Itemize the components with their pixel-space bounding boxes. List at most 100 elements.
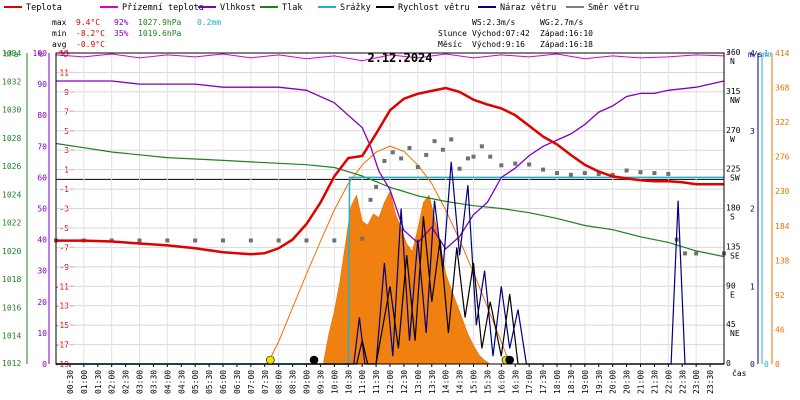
wind-dir-point xyxy=(666,171,671,176)
solar-curve xyxy=(56,145,724,365)
x-tick-label: 21:30 xyxy=(650,370,659,394)
hpa-axis-unit: hPa xyxy=(4,50,19,59)
plot-frame xyxy=(55,52,725,365)
stat-press: 1019.6hPa xyxy=(138,29,182,38)
hpa-axis-tick-label: 1012 xyxy=(2,359,21,368)
x-tick-label: 11:00 xyxy=(358,370,367,394)
wind-dir-point xyxy=(165,238,170,243)
rain-axis-tick-label: 1 xyxy=(764,49,769,58)
stat-label: avg xyxy=(52,40,67,49)
rain-axis-tick-label: 0 xyxy=(764,360,769,369)
wind-dir-point xyxy=(399,156,404,161)
legend-label: Teplota xyxy=(26,3,62,13)
dir-axis-code-label: W xyxy=(730,135,735,144)
wind-axis-tick-label: 1 xyxy=(750,282,755,291)
wind-dir-point xyxy=(568,172,573,177)
dir-axis-code-label: SE xyxy=(730,251,740,260)
wind-dir-point xyxy=(368,197,373,202)
rain-axis-unit: mm xyxy=(763,50,773,59)
sun-rise: Východ:07:42 xyxy=(472,29,530,38)
x-tick-label: 01:00 xyxy=(80,370,89,394)
hpa-axis-tick-label: 1034 xyxy=(2,49,21,58)
x-tick-label: 07:30 xyxy=(261,370,270,394)
wind-dir-point xyxy=(440,147,445,152)
pct-axis-tick-label: 100 xyxy=(33,49,48,58)
hpa-axis-tick-label: 1016 xyxy=(2,303,21,312)
wind-dir-point xyxy=(527,162,532,167)
x-tick-label: 12:00 xyxy=(386,370,395,394)
dir-axis-code-label: NE xyxy=(730,329,740,338)
stat-hum: 35% xyxy=(114,29,129,38)
stat-rain: 0.2mm xyxy=(197,18,221,27)
hpa-axis-tick-label: 1032 xyxy=(2,77,21,86)
solar-axis-tick-label: 414 xyxy=(775,49,790,58)
dir-axis-code-label: NW xyxy=(730,96,740,105)
wind-dir-point xyxy=(382,158,387,163)
wind-dir-point xyxy=(374,184,379,189)
dir-axis-tick-label: 135 xyxy=(726,242,741,251)
dir-axis-code-label: SW xyxy=(730,174,740,183)
hpa-axis-tick-label: 1014 xyxy=(2,332,21,341)
wind-dir-point xyxy=(652,171,657,176)
legend-label: Vlhkost xyxy=(220,3,256,13)
wind-dir-point xyxy=(638,170,643,175)
wind-dir-point xyxy=(193,238,198,243)
solar-axis-tick-label: 92 xyxy=(775,291,785,300)
x-tick-label: 23:30 xyxy=(706,370,715,394)
x-tick-label: 03:30 xyxy=(149,370,158,394)
wind-axis-unit: m/s xyxy=(748,50,763,59)
wind-dir-point xyxy=(694,251,699,256)
dir-axis-code-label: N xyxy=(730,57,735,66)
ground-temp-line xyxy=(55,53,725,62)
x-tick-label: 21:00 xyxy=(637,370,646,394)
wind-dir-point xyxy=(541,167,546,172)
wind-dir-point xyxy=(415,165,420,170)
hpa-axis-tick-label: 1028 xyxy=(2,134,21,143)
legend-label: Směr větru xyxy=(588,3,639,13)
pct-axis-tick-label: 70 xyxy=(37,142,47,151)
wind-dir-point xyxy=(596,171,601,176)
pct-axis-tick-label: 20 xyxy=(37,298,47,307)
x-tick-label: 08:30 xyxy=(289,370,298,394)
dir-axis-tick-label: 180 xyxy=(726,204,741,213)
stat-temp: -8.2°C xyxy=(76,29,105,38)
solar-axis-tick-label: 184 xyxy=(775,222,790,231)
hpa-axis-tick-label: 1020 xyxy=(2,247,21,256)
dir-axis-tick-label: 315 xyxy=(726,87,741,96)
legend-label: Rychlost větru xyxy=(398,3,470,13)
stat-label: min xyxy=(52,29,67,38)
solar-axis-tick-label: 322 xyxy=(775,118,790,127)
wg-value: WG:2.7m/s xyxy=(540,18,584,27)
sunrise-marker xyxy=(266,355,275,365)
stat-temp: 9.4°C xyxy=(76,18,100,27)
wind-dir-point xyxy=(683,251,688,256)
wind-dir-point xyxy=(479,144,484,149)
x-tick-label: 14:30 xyxy=(456,370,465,394)
x-tick-label: 22:00 xyxy=(664,370,673,394)
pct-axis-tick-label: 50 xyxy=(37,205,47,214)
ws-value: WS:2.3m/s xyxy=(472,18,516,27)
x-tick-label: 22:30 xyxy=(678,370,687,394)
chart-title: 2.12.2024 xyxy=(367,51,432,65)
dir-axis-code-label: S xyxy=(730,213,735,222)
x-tick-label: 08:00 xyxy=(275,370,284,394)
x-tick-label: 05:30 xyxy=(205,370,214,394)
pct-axis-tick-label: 60 xyxy=(37,173,47,182)
x-tick-label: 06:00 xyxy=(219,370,228,394)
wind-axis-tick-label: 4 xyxy=(750,49,755,58)
x-tick-label: 15:00 xyxy=(470,370,479,394)
legend-label: Náraz větru xyxy=(500,3,556,13)
wind-dir-point xyxy=(276,238,281,243)
x-tick-label: 02:30 xyxy=(122,370,131,394)
solar-axis-tick-label: 138 xyxy=(775,256,790,265)
pct-axis-tick-label: 80 xyxy=(37,111,47,120)
stat-label: max xyxy=(52,18,67,27)
temperature-line xyxy=(56,86,724,256)
pct-axis-unit: % xyxy=(38,50,43,59)
stats-block: max 9.4°C 92% 1027.9hPa 0.2mm min -8.2°C… xyxy=(52,18,221,49)
wind-dir-point xyxy=(407,146,412,151)
x-tick-label: 16:00 xyxy=(497,370,506,394)
moon-set: Západ:16:18 xyxy=(540,40,593,49)
x-tick-label: 10:00 xyxy=(330,370,339,394)
